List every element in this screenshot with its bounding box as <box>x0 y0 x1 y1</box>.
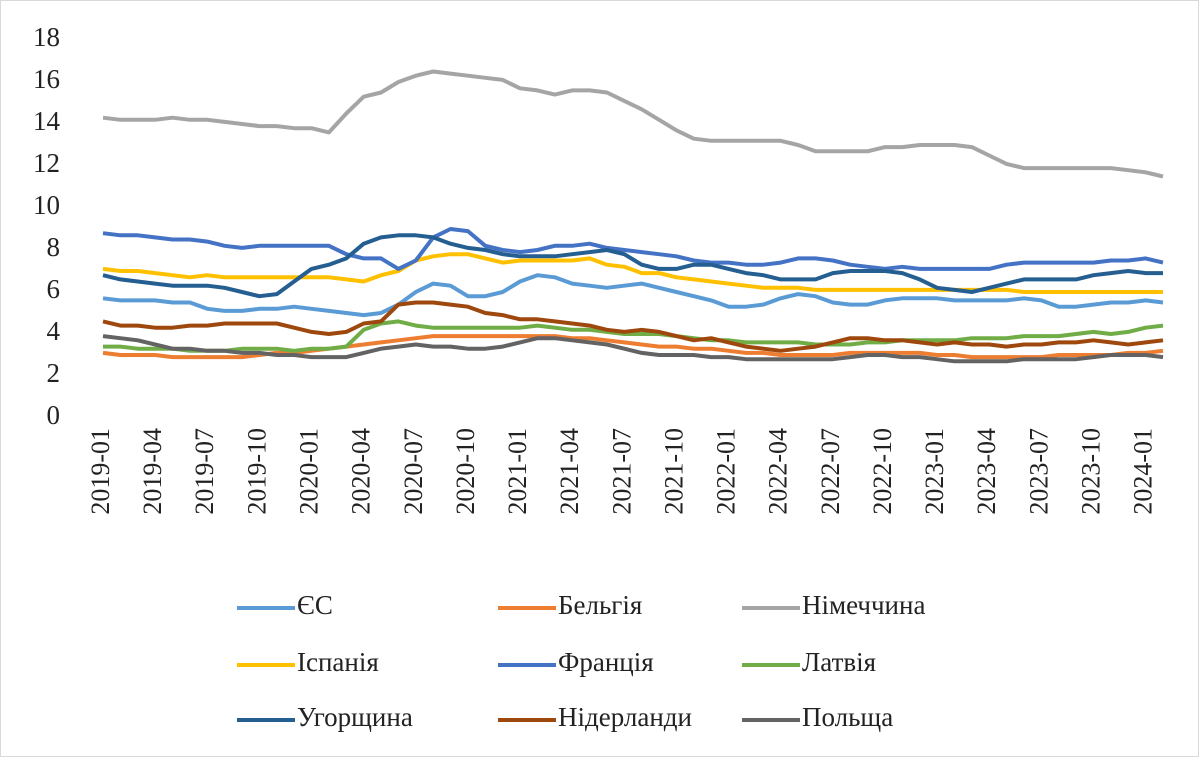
x-tick-label: 2019-01 <box>86 428 115 515</box>
series-line <box>102 273 1164 318</box>
x-tick-label: 2021-01 <box>503 428 532 515</box>
y-tick-label: 0 <box>47 400 61 430</box>
y-tick-label: 2 <box>47 358 61 388</box>
series-line <box>102 334 1164 364</box>
legend-label: ЄС <box>297 590 333 620</box>
x-tick-label: 2022-01 <box>712 428 741 515</box>
legend-label: Іспанія <box>297 647 379 677</box>
x-tick-label: 2022-07 <box>816 428 845 515</box>
series-line <box>102 300 1164 353</box>
x-tick-label: 2021-04 <box>555 428 584 515</box>
legend-label: Латвія <box>802 647 876 677</box>
x-tick-label: 2020-01 <box>294 428 323 515</box>
x-tick-label: 2022-10 <box>868 428 897 515</box>
series-line <box>102 69 1164 179</box>
series-line <box>102 227 1164 271</box>
legend-label: Франція <box>558 647 654 677</box>
series-line <box>103 319 1164 353</box>
x-tick-label: 2019-04 <box>138 428 167 515</box>
y-tick-label: 18 <box>33 22 60 52</box>
legend-label: Бельгія <box>558 590 642 620</box>
x-tick-label: 2021-10 <box>659 428 688 515</box>
x-tick-label: 2020-04 <box>347 428 376 515</box>
x-tick-label: 2022-04 <box>764 428 793 515</box>
legend-label: Нідерланди <box>558 702 692 732</box>
y-tick-label: 8 <box>47 232 61 262</box>
x-tick-label: 2023-07 <box>1024 428 1053 515</box>
y-tick-label: 14 <box>33 106 61 136</box>
x-tick-label: 2020-07 <box>399 428 428 515</box>
legend-label: Німеччина <box>802 590 925 620</box>
series-line <box>102 334 1164 360</box>
x-tick-label: 2023-04 <box>972 428 1001 515</box>
y-tick-label: 10 <box>33 190 60 220</box>
x-tick-label: 2024-01 <box>1129 428 1158 515</box>
y-tick-label: 6 <box>47 274 61 304</box>
legend-label: Угорщина <box>297 702 413 732</box>
x-tick-label: 2021-07 <box>607 428 636 515</box>
x-tick-label: 2019-07 <box>190 428 219 515</box>
legend-label: Польща <box>802 702 893 732</box>
x-tick-label: 2023-10 <box>1076 428 1105 515</box>
y-tick-label: 4 <box>47 316 61 346</box>
x-tick-label: 2023-01 <box>920 428 949 515</box>
y-tick-label: 16 <box>33 64 60 94</box>
y-tick-label: 12 <box>33 148 60 178</box>
series-line <box>102 233 1163 299</box>
x-tick-label: 2020-10 <box>451 428 480 515</box>
x-tick-label: 2019-10 <box>242 428 271 515</box>
